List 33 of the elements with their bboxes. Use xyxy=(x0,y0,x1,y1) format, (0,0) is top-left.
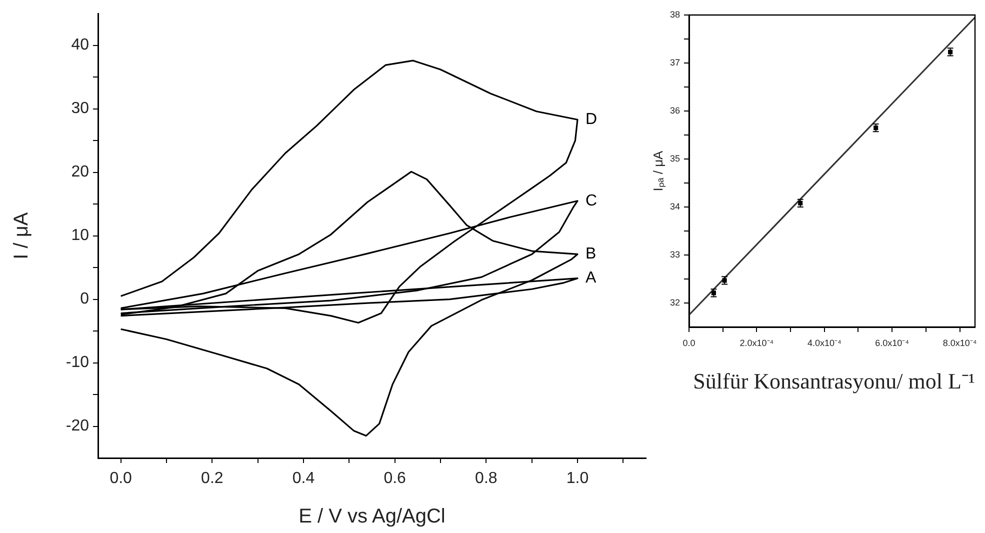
series-label: D xyxy=(586,111,598,128)
x-axis-title: Sülfür Konsantrasyonu/ mol L⁻¹ xyxy=(693,368,975,394)
y-tick-label: 10 xyxy=(71,227,90,244)
series-label: B xyxy=(586,246,596,263)
y-tick-label: 38 xyxy=(670,9,680,20)
y-tick-label: 37 xyxy=(670,57,680,68)
x-tick-label: 0.0 xyxy=(682,338,696,348)
x-axis-title: E / V vs Ag/AgCl xyxy=(298,506,446,528)
y-tick-label: 40 xyxy=(71,36,90,54)
y-tick-label: 33 xyxy=(670,249,680,260)
y-axis-title: I / μA xyxy=(10,212,33,260)
y-axis-title: Iₚₐ / μA xyxy=(650,150,667,192)
y-tick-label: -10 xyxy=(66,354,90,372)
x-tick-label: 1.0 xyxy=(566,470,589,488)
y-tick-label: 0 xyxy=(80,290,90,308)
x-tick-label: 2.0x10⁻⁴ xyxy=(740,338,774,348)
y-tick-label: 34 xyxy=(670,201,680,212)
y-tick-label: 30 xyxy=(71,100,90,118)
y-tick-label: 36 xyxy=(670,105,680,116)
x-tick-label: 0.8 xyxy=(475,470,498,488)
x-tick-label: 0.6 xyxy=(384,470,406,488)
series-label: A xyxy=(586,270,596,287)
y-tick-label: 32 xyxy=(670,297,680,308)
x-tick-label: 0.2 xyxy=(201,470,224,488)
series-label: C xyxy=(586,192,598,210)
x-tick-label: 0.0 xyxy=(110,470,132,488)
x-tick-label: 8.0x10⁻⁴ xyxy=(942,338,977,348)
y-tick-label: -20 xyxy=(66,418,90,435)
x-tick-label: 0.4 xyxy=(292,470,315,488)
x-tick-label: 6.0x10⁻⁴ xyxy=(875,338,910,348)
y-tick-label: 20 xyxy=(71,164,90,181)
x-tick-label: 4.0x10⁻⁴ xyxy=(807,338,842,348)
y-tick-label: 35 xyxy=(670,153,680,164)
